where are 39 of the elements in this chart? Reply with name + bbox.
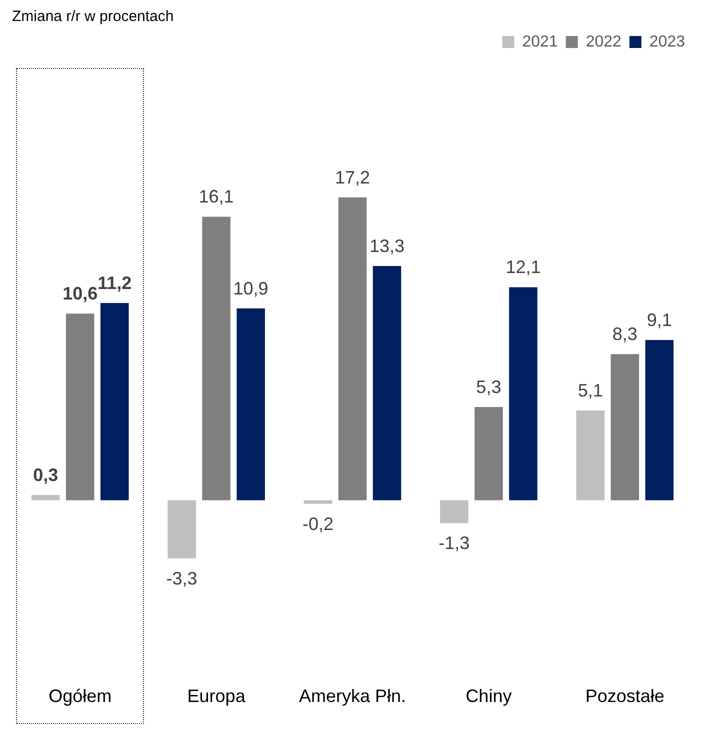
data-label: 0,3 [33,464,58,485]
data-label: 13,3 [369,236,405,256]
data-label: 5,1 [578,380,603,400]
bar [440,500,468,524]
x-tick-label: Europa [187,686,246,706]
bar [100,303,129,500]
bar [509,287,538,500]
bar [474,406,503,500]
bar [304,500,332,504]
x-tick-label: Ogółem [48,686,112,706]
x-tick-label: Chiny [466,686,512,706]
bar [610,354,640,500]
chart-title: Zmiana r/r w procentach [12,8,174,26]
data-label: 17,2 [334,167,370,188]
data-label: 5,3 [476,376,502,397]
data-label: 10,9 [233,278,268,298]
legend-label: 2021 [522,33,558,50]
bar [576,410,605,500]
data-label: 16,1 [198,186,234,207]
x-tick-label: Ameryka Płn. [298,686,406,706]
legend-label: 2022 [586,33,622,50]
bar [168,500,196,558]
data-label: -1,3 [438,533,470,554]
bar [372,266,402,500]
legend-label: 2023 [649,33,686,50]
data-label: 12,1 [506,257,541,278]
bar [66,314,94,500]
bar [645,340,674,500]
data-label: 10,6 [62,284,98,304]
bar [202,216,230,500]
data-label: 9,1 [646,310,672,330]
data-label: -3,3 [166,568,198,588]
x-tick-label: Pozostałe [585,686,664,706]
data-label: 11,2 [98,273,132,294]
bar [31,495,60,500]
data-label: 8,3 [612,324,638,344]
bar [236,308,265,500]
data-label: -0,2 [302,514,334,534]
bar [338,197,367,500]
